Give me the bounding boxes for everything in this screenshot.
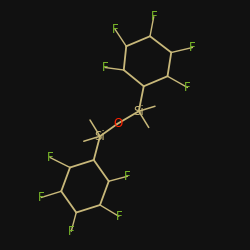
Text: F: F [112, 23, 118, 36]
Text: F: F [124, 170, 131, 183]
Text: F: F [116, 210, 122, 223]
Text: F: F [189, 41, 196, 54]
Text: O: O [113, 117, 122, 130]
Text: F: F [38, 191, 44, 204]
Text: Si: Si [134, 105, 144, 118]
Text: F: F [184, 81, 191, 94]
Text: F: F [102, 61, 108, 74]
Text: F: F [68, 225, 74, 238]
Text: F: F [47, 151, 53, 164]
Text: Si: Si [94, 130, 106, 143]
Text: F: F [150, 10, 157, 23]
